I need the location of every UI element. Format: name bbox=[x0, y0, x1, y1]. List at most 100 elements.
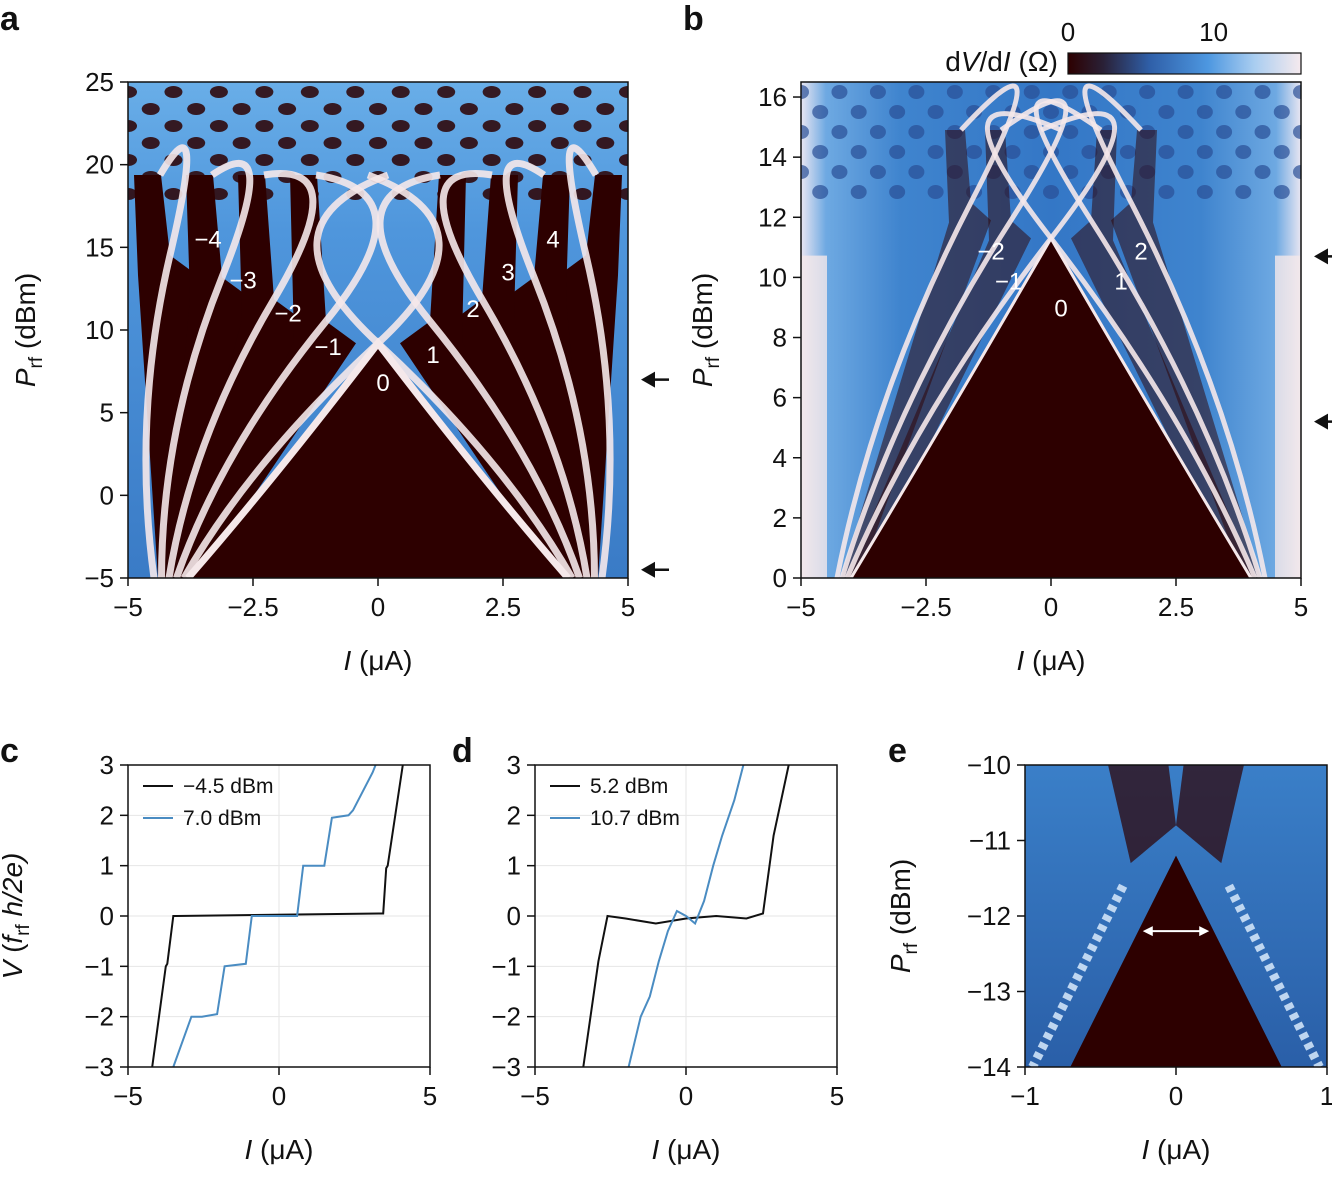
heatmap-blob bbox=[209, 154, 228, 166]
heatmap-blob bbox=[889, 105, 906, 119]
heatmap-blob bbox=[414, 137, 433, 149]
heatmap-blob bbox=[927, 185, 944, 199]
panel-letter: a bbox=[0, 0, 20, 38]
heatmap-blob bbox=[801, 165, 809, 179]
heatmap-blob bbox=[908, 165, 925, 179]
heatmap-blob bbox=[209, 120, 228, 132]
heatmap-blob bbox=[482, 120, 501, 132]
heatmap-blob bbox=[391, 86, 410, 98]
x-axis-label-var: I bbox=[1016, 645, 1024, 676]
y-tick-label: 16 bbox=[758, 82, 787, 112]
y-tick-label: 8 bbox=[773, 323, 787, 353]
marker-arrow bbox=[641, 371, 655, 388]
y-axis-label: Prf (dBm) bbox=[885, 859, 922, 973]
x-tick-label: 0 bbox=[371, 592, 385, 622]
heatmap-blob bbox=[550, 137, 569, 149]
y-tick-label: 0 bbox=[507, 901, 521, 931]
heatmap-blob bbox=[1158, 185, 1175, 199]
branch-line bbox=[158, 159, 254, 578]
colorbar bbox=[1067, 52, 1302, 75]
zero-step-region bbox=[851, 238, 1251, 578]
x-tick-label: 0 bbox=[679, 1081, 693, 1111]
step-region bbox=[180, 175, 356, 578]
step-label: −1 bbox=[995, 268, 1022, 295]
branch-line bbox=[439, 170, 591, 578]
x-axis-label: I (μA) bbox=[244, 1134, 313, 1165]
y-tick-label: −14 bbox=[967, 1052, 1011, 1082]
branch-line bbox=[565, 144, 614, 578]
step-label: −3 bbox=[229, 268, 256, 295]
heatmap-blob bbox=[1023, 85, 1040, 99]
heatmap-blob bbox=[1216, 85, 1233, 99]
step-label: 3 bbox=[501, 259, 514, 286]
heatmap-blob bbox=[573, 120, 592, 132]
heatmap-blob bbox=[1273, 145, 1290, 159]
heatmap-blob bbox=[1254, 165, 1271, 179]
heatmap-blob bbox=[1235, 105, 1252, 119]
heatmap-blob bbox=[850, 105, 867, 119]
heatmap-blob bbox=[801, 85, 809, 99]
heatmap-blob bbox=[1235, 145, 1252, 159]
y-axis-label-sub: rf bbox=[703, 356, 724, 368]
marker-arrow bbox=[641, 561, 655, 578]
y-axis-label-unit: (dBm) bbox=[687, 273, 718, 357]
x-axis-label-var: I bbox=[343, 645, 351, 676]
y-tick-label: 3 bbox=[100, 750, 114, 780]
heatmap-blob bbox=[642, 103, 660, 115]
heatmap-blob bbox=[1139, 85, 1156, 99]
y-axis-label-var: P bbox=[885, 954, 916, 973]
y-tick-label: 0 bbox=[773, 563, 787, 593]
y-tick-label: −1 bbox=[84, 951, 114, 981]
colorbar-tick-label: 10 bbox=[1199, 17, 1228, 47]
heatmap-blob bbox=[391, 120, 410, 132]
x-tick-label: 0 bbox=[1169, 1081, 1183, 1111]
x-tick-label: 5 bbox=[1294, 592, 1308, 622]
heatmap-blob bbox=[1196, 105, 1213, 119]
legend-label: 7.0 dBm bbox=[183, 807, 261, 830]
panel-letter: c bbox=[0, 732, 19, 770]
x-axis-label-unit: (μA) bbox=[351, 645, 412, 676]
heatmap-blob bbox=[323, 103, 342, 115]
heatmap-blob bbox=[927, 145, 944, 159]
heatmap-blob bbox=[346, 120, 365, 132]
colorbar-label: dV/dI (Ω) bbox=[945, 46, 1058, 77]
heatmap-blob bbox=[346, 86, 365, 98]
heatmap-blob bbox=[187, 103, 206, 115]
step-region bbox=[504, 175, 591, 578]
heatmap-blob bbox=[1023, 125, 1040, 139]
y-axis-label: Prf (dBm) bbox=[687, 273, 724, 387]
y-axis-label-sub: rf bbox=[26, 356, 47, 368]
heatmap-blob bbox=[596, 137, 615, 149]
heatmap-blob bbox=[300, 154, 319, 166]
heatmap-blob bbox=[505, 137, 524, 149]
heatmap-blob bbox=[278, 103, 297, 115]
step-label: −2 bbox=[977, 238, 1004, 265]
branch-line bbox=[165, 170, 317, 578]
branch-line bbox=[834, 83, 1020, 578]
x-axis-label-var: I bbox=[244, 1134, 252, 1165]
heatmap-blob bbox=[966, 145, 983, 159]
heatmap-blob bbox=[528, 86, 547, 98]
heatmap-blob bbox=[1312, 105, 1328, 119]
heatmap-blob bbox=[1273, 185, 1290, 199]
heatmap-blob bbox=[801, 125, 809, 139]
heatmap-blob bbox=[869, 85, 886, 99]
x-tick-label: −2.5 bbox=[227, 592, 278, 622]
dark-band bbox=[1176, 765, 1244, 864]
step-label: 1 bbox=[1114, 268, 1127, 295]
heatmap-blob bbox=[187, 137, 206, 149]
y-tick-label: 10 bbox=[85, 315, 114, 345]
heatmap-blob bbox=[164, 120, 183, 132]
panel-letter: d bbox=[452, 732, 473, 770]
heatmap-blob bbox=[1177, 165, 1194, 179]
heatmap-blob bbox=[1043, 105, 1059, 119]
heatmap-blob bbox=[946, 85, 963, 99]
y-tick-label: −2 bbox=[491, 1002, 521, 1032]
y-tick-label: −11 bbox=[969, 826, 1011, 856]
step-label: −4 bbox=[194, 226, 221, 253]
heatmap-blob bbox=[1196, 145, 1213, 159]
branch-line bbox=[502, 159, 598, 578]
heatmap-blob bbox=[1216, 125, 1233, 139]
x-axis-label: I (μA) bbox=[651, 1134, 720, 1165]
